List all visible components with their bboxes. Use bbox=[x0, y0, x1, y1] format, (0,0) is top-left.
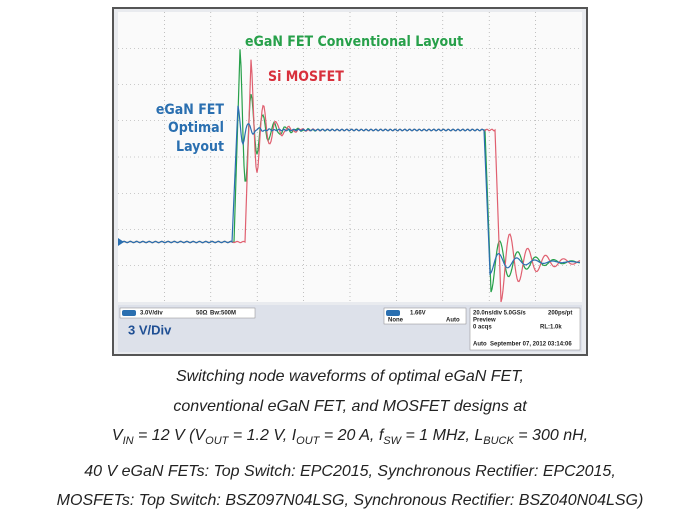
scope-figure: eGaN FET Conventional Layout Si MOSFET e… bbox=[112, 7, 588, 356]
timebase-box bbox=[469, 307, 581, 351]
caption-text: = 1.2 V, I bbox=[228, 427, 297, 444]
caption-text: = 12 V (V bbox=[133, 427, 206, 444]
bandwidth: Bw:500M bbox=[210, 311, 236, 317]
label-optimal: Layout bbox=[176, 139, 224, 155]
record-length: RL:1.0k bbox=[540, 325, 562, 331]
caption: Switching node waveforms of optimal eGaN… bbox=[0, 362, 700, 516]
label-mosfet: Si MOSFET bbox=[268, 69, 344, 85]
waveform bbox=[119, 105, 580, 276]
trigger-level: 1.66V bbox=[410, 311, 426, 317]
caption-line: conventional eGaN FET, and MOSFET design… bbox=[173, 397, 527, 415]
subscript: SW bbox=[383, 435, 401, 448]
label-conventional: eGaN FET Conventional Layout bbox=[245, 34, 463, 50]
label-optimal: Optimal bbox=[168, 120, 224, 136]
caption-text: = 20 A, f bbox=[319, 427, 384, 444]
scale-note: 3 V/Div bbox=[128, 322, 172, 337]
caption-line: 40 V eGaN FETs: Top Switch: EPC2015, Syn… bbox=[84, 462, 616, 480]
waveforms bbox=[118, 49, 581, 303]
caption-text: V bbox=[111, 427, 123, 444]
trigger-badge bbox=[386, 310, 400, 316]
channel-badge bbox=[122, 310, 136, 316]
caption-line: VIN = 12 V (VOUT = 1.2 V, IOUT = 20 A, f… bbox=[0, 421, 700, 457]
graticule bbox=[118, 12, 582, 302]
timebase: 20.0ns/div 5.0GS/s bbox=[473, 311, 526, 317]
subscript: BUCK bbox=[483, 435, 514, 448]
resolution: 200ps/pt bbox=[548, 311, 572, 317]
caption-line: Switching node waveforms of optimal eGaN… bbox=[175, 368, 524, 385]
label-optimal: eGaN FET bbox=[156, 102, 225, 118]
preview: Preview bbox=[473, 318, 496, 324]
impedance: 50Ω bbox=[196, 311, 208, 317]
subscript: IN bbox=[122, 435, 134, 448]
caption-text: = 1 MHz, L bbox=[401, 427, 484, 444]
caption-text: = 300 nH, bbox=[513, 427, 589, 444]
subscript: OUT bbox=[296, 435, 320, 448]
channel-box bbox=[119, 307, 256, 319]
ground-marker bbox=[118, 238, 124, 246]
trigger-mode: None bbox=[388, 318, 404, 324]
subscript: OUT bbox=[205, 435, 229, 448]
trigger-box bbox=[383, 307, 467, 325]
timestamp: September 07, 2012 03:14:06 bbox=[490, 342, 572, 348]
channel: 3.0V/div bbox=[140, 311, 163, 317]
acqs: 0 acqs bbox=[473, 325, 492, 331]
trigger-auto: Auto bbox=[446, 318, 460, 324]
status: Auto bbox=[473, 342, 487, 348]
caption-line: MOSFETs: Top Switch: BSZ097N04LSG, Synch… bbox=[56, 492, 644, 510]
